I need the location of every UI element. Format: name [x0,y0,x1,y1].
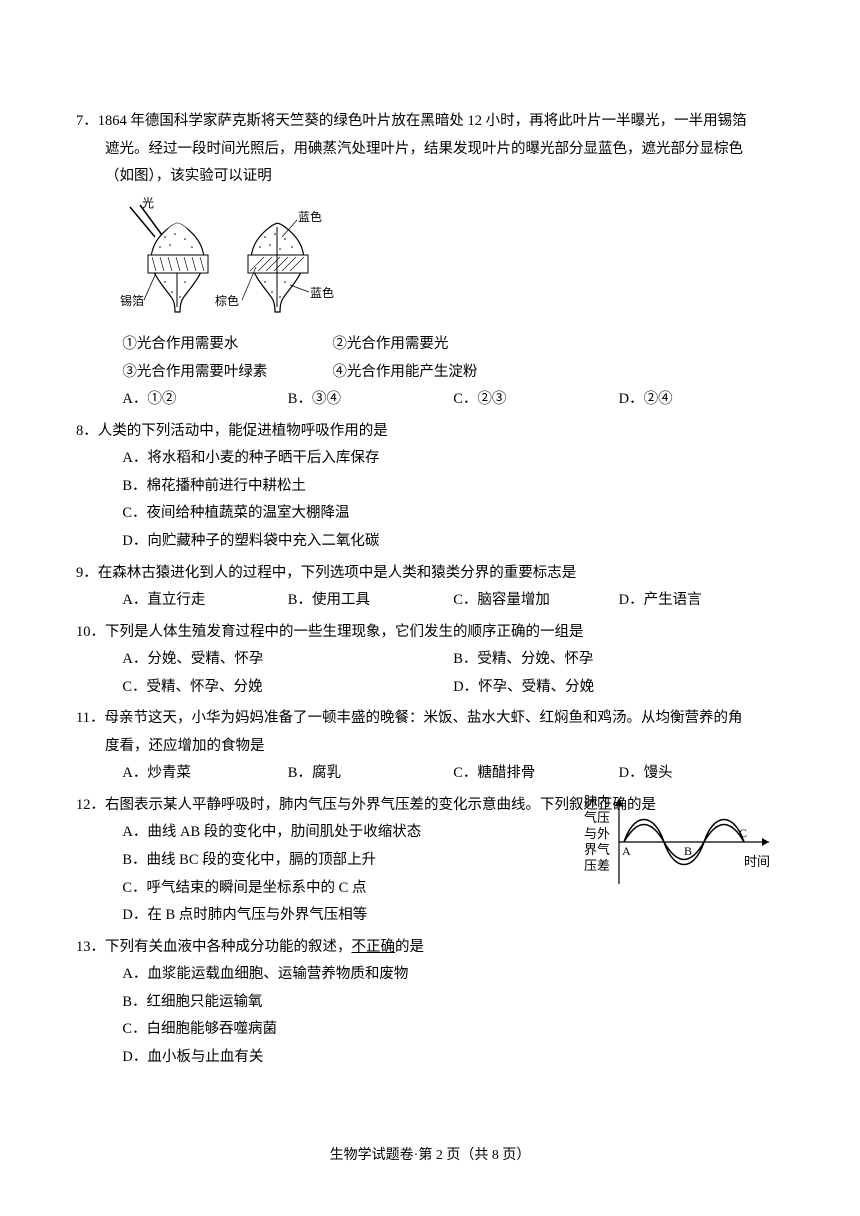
label-blue-top: 蓝色 [298,210,322,224]
page-footer: 生物学试题卷·第 2 页（共 8 页） [0,1143,860,1170]
q7-opt-a: A．①② [122,386,287,414]
q7-statements: ①光合作用需要水 ②光合作用需要光 ③光合作用需要叶绿素 ④光合作用能产生淀粉 [76,331,784,386]
question-7: 7．1864 年德国科学家萨克斯将天竺葵的绿色叶片放在黑暗处 12 小时，再将此… [76,108,784,414]
q7-figure: 光 锡箔 [120,197,785,326]
q10-opt-c: C．受精、怀孕、分娩 [122,674,453,702]
q9-opt-c: C．脑容量增加 [453,587,618,615]
ylabel-5: 压差 [584,858,610,873]
q12-figure: 肺内 气压 与外 界气 压差 A B C 时间 [584,792,784,911]
question-8: 8．人类的下列活动中，能促进植物呼吸作用的是 A．将水稻和小麦的种子晒干后入库保… [76,418,784,556]
question-13: 13．下列有关血液中各种成分功能的叙述，不正确的是 A．血浆能运载血细胞、运输营… [76,934,784,1072]
q7-line2: 遮光。经过一段时间光照后，用碘蒸汽处理叶片，结果发现叶片的曝光部分显蓝色，遮光部… [76,136,784,164]
q9-opt-d: D．产生语言 [619,587,784,615]
q11-options: A．炒青菜 B．腐乳 C．糖醋排骨 D．馒头 [76,760,784,788]
q8-opt-d: D．向贮藏种子的塑料袋中充入二氧化碳 [76,528,784,556]
q7-line3: （如图），该实验可以证明 [76,163,784,191]
q11-line1: 11．母亲节这天，小华为妈妈准备了一顿丰盛的晚餐：米饭、盐水大虾、红焖鱼和鸡汤。… [76,705,784,733]
q7-opt-c: C．②③ [453,386,618,414]
label-blue-bottom: 蓝色 [310,286,334,300]
question-11: 11．母亲节这天，小华为妈妈准备了一顿丰盛的晚餐：米饭、盐水大虾、红焖鱼和鸡汤。… [76,705,784,788]
q7-s3: ③光合作用需要叶绿素 [122,359,332,387]
q13-opt-c: C．白细胞能够吞噬病菌 [76,1016,784,1044]
q7-line1: 7．1864 年德国科学家萨克斯将天竺葵的绿色叶片放在黑暗处 12 小时，再将此… [76,108,784,136]
q10-options-row2: C．受精、怀孕、分娩 D．怀孕、受精、分娩 [76,674,784,702]
ylabel-1: 肺内 [584,794,610,809]
q10-opt-b: B．受精、分娩、怀孕 [453,646,784,674]
q13-text: 13．下列有关血液中各种成分功能的叙述，不正确的是 [76,934,784,962]
q9-opt-b: B．使用工具 [288,587,453,615]
q9-opt-a: A．直立行走 [122,587,287,615]
q8-opt-b: B．棉花播种前进行中耕松土 [76,473,784,501]
q11-opt-b: B．腐乳 [288,760,453,788]
point-b: B [684,844,692,858]
q13-underline: 不正确 [352,939,396,955]
q11-opt-c: C．糖醋排骨 [453,760,618,788]
label-brown: 棕色 [215,293,239,308]
q11-opt-d: D．馒头 [619,760,784,788]
point-c: C [739,826,747,840]
ylabel-2: 气压 [584,810,610,825]
q10-options-row1: A．分娩、受精、怀孕 B．受精、分娩、怀孕 [76,646,784,674]
q7-opt-b: B．③④ [288,386,453,414]
question-10: 10．下列是人体生殖发育过程中的一些生理现象，它们发生的顺序正确的一组是 A．分… [76,619,784,702]
q9-options: A．直立行走 B．使用工具 C．脑容量增加 D．产生语言 [76,587,784,615]
q8-opt-c: C．夜间给种植蔬菜的温室大棚降温 [76,500,784,528]
q13-opt-b: B．红细胞只能运输氧 [76,989,784,1017]
q7-leaf-diagram: 光 锡箔 [120,197,350,315]
q13-opt-d: D．血小板与止血有关 [76,1044,784,1072]
q7-opt-d: D．②④ [619,386,784,414]
q10-text: 10．下列是人体生殖发育过程中的一些生理现象，它们发生的顺序正确的一组是 [76,619,784,647]
q7-s1: ①光合作用需要水 [122,331,332,359]
q7-s4: ④光合作用能产生淀粉 [332,359,477,387]
q8-text: 8．人类的下列活动中，能促进植物呼吸作用的是 [76,418,784,446]
q13-opt-a: A．血浆能运载血细胞、运输营养物质和废物 [76,961,784,989]
q10-opt-a: A．分娩、受精、怀孕 [122,646,453,674]
q7-s2: ②光合作用需要光 [332,331,448,359]
ylabel-4: 界气 [584,842,610,857]
xlabel: 时间 [744,854,770,869]
q10-opt-d: D．怀孕、受精、分娩 [453,674,784,702]
q11-line2: 度看，还应增加的食物是 [76,733,784,761]
point-a: A [622,844,631,858]
q11-opt-a: A．炒青菜 [122,760,287,788]
label-foil: 锡箔 [120,293,144,308]
q12-pressure-curve: 肺内 气压 与外 界气 压差 A B C 时间 [584,792,784,900]
label-light: 光 [142,197,154,210]
question-9: 9．在森林古猿进化到人的过程中，下列选项中是人类和猿类分界的重要标志是 A．直立… [76,560,784,615]
q7-options: A．①② B．③④ C．②③ D．②④ [76,386,784,414]
q8-opt-a: A．将水稻和小麦的种子晒干后入库保存 [76,445,784,473]
q9-text: 9．在森林古猿进化到人的过程中，下列选项中是人类和猿类分界的重要标志是 [76,560,784,588]
ylabel-3: 与外 [584,826,610,841]
